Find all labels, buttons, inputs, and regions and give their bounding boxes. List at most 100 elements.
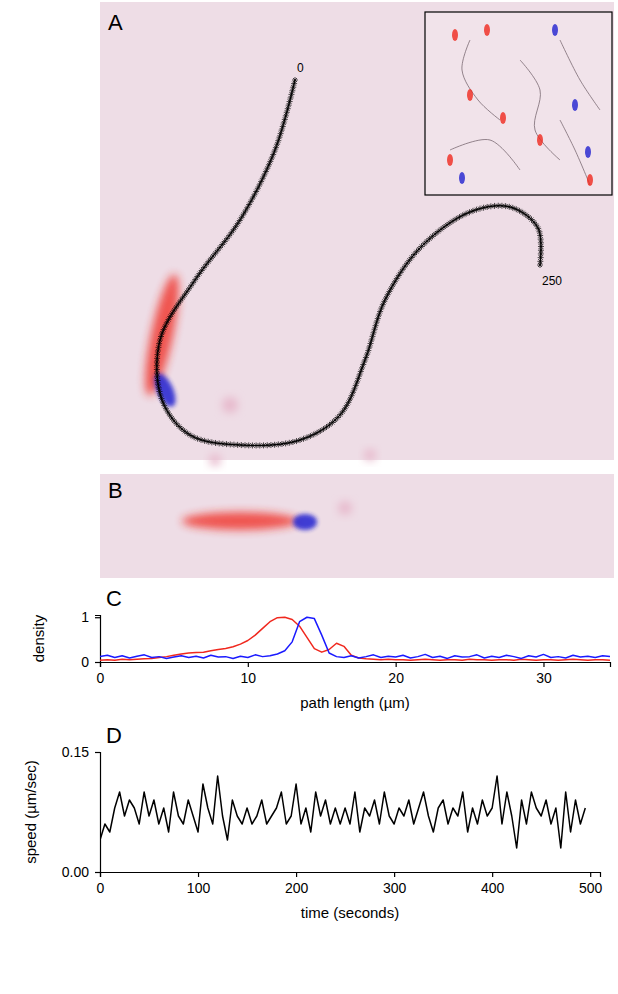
x-tick: 20	[388, 662, 404, 686]
panel-b: B	[100, 474, 614, 578]
y-tick: 1	[81, 609, 100, 625]
y-axis: 01	[81, 609, 100, 670]
chart-1: 0 100 200 300 400 500 0.00 0.15 time (seconds) sp…	[22, 723, 603, 921]
y-tick-mark	[95, 662, 100, 663]
inset-signal	[459, 172, 465, 184]
chart-0: 010203001path length (µm)densityC	[30, 586, 611, 711]
blue-signal	[150, 370, 180, 409]
x-tick-mark	[198, 872, 199, 877]
inset	[425, 12, 612, 195]
inset-track	[462, 40, 500, 120]
inset-signal	[484, 24, 490, 36]
y-tick-mark	[95, 617, 100, 618]
x-tick-mark	[296, 872, 297, 877]
x-axis: 0 100 200 300 400 500	[97, 872, 603, 896]
panel-letter: D	[106, 723, 122, 748]
y-axis-title: density	[30, 614, 47, 662]
x-tick-label: 30	[536, 670, 552, 686]
x-tick-label: 200	[285, 880, 309, 896]
x-axis-title: path length (µm)	[300, 694, 410, 711]
x-tick-mark	[492, 872, 493, 877]
x-axis-title: time (seconds)	[301, 904, 399, 921]
track-point	[188, 433, 194, 439]
inset-track	[520, 60, 560, 160]
y-axis-title: speed (µm/sec)	[22, 760, 39, 864]
x-tick-label: 0	[97, 670, 105, 686]
x-tick: 200	[285, 872, 309, 896]
x-tick-label: 300	[383, 880, 407, 896]
inset-signal	[587, 174, 593, 186]
inset-signal	[467, 89, 473, 101]
inset-signal	[572, 99, 578, 111]
panel-letter: B	[108, 478, 123, 503]
inset-track	[560, 40, 600, 110]
x-tick: 10	[241, 662, 257, 686]
faint-spot	[364, 449, 376, 461]
track-point	[251, 192, 257, 198]
image-background	[100, 2, 614, 460]
x-axis-line	[101, 663, 611, 668]
track-point	[537, 262, 543, 268]
faint-spot	[222, 397, 238, 413]
inset-signal	[552, 24, 558, 36]
inset-track	[450, 139, 520, 170]
y-tick: 0.15	[62, 744, 100, 760]
y-axis-line	[95, 753, 101, 873]
track-start-label: 0	[297, 61, 304, 75]
y-tick: 0.00	[62, 864, 100, 880]
panel-letter: C	[106, 586, 122, 611]
x-tick: 300	[383, 872, 407, 896]
x-tick-mark	[590, 872, 591, 877]
faint-spot	[209, 454, 221, 466]
x-tick: 30	[536, 662, 552, 686]
inset-signal	[447, 154, 453, 166]
data-line	[100, 617, 610, 658]
track-end-label: 250	[542, 274, 562, 288]
inset-signal	[537, 134, 543, 146]
x-axis: 0 10 20 30	[97, 662, 611, 686]
y-axis: 0.00 0.15	[62, 744, 101, 880]
y-tick-label: 0	[81, 654, 89, 670]
x-tick-mark	[396, 662, 397, 667]
x-tick-label: 10	[241, 670, 257, 686]
data-line	[100, 776, 585, 848]
y-tick-label: 1	[81, 609, 89, 625]
plot-area	[100, 617, 610, 660]
y-tick: 0	[81, 654, 100, 670]
figure: 0250AB010203001path length (µm)densityC0…	[0, 0, 618, 994]
inset-frame	[425, 12, 612, 195]
inset-signal	[585, 146, 591, 158]
panel-a: 0250A	[100, 2, 614, 466]
x-tick: 100	[187, 872, 211, 896]
y-axis-line	[95, 616, 101, 663]
x-tick-mark	[394, 872, 395, 877]
image-background	[100, 474, 614, 578]
x-tick: 0	[97, 872, 105, 896]
x-tick-label: 400	[481, 880, 505, 896]
x-tick-mark	[248, 662, 249, 667]
y-tick-label: 0.00	[62, 864, 89, 880]
y-tick-mark	[95, 872, 100, 873]
data-line	[100, 617, 610, 660]
x-tick-label: 0	[97, 880, 105, 896]
x-tick-mark	[543, 662, 544, 667]
track-point	[385, 292, 391, 298]
x-tick: 0	[97, 662, 105, 686]
y-tick-label: 0.15	[62, 744, 89, 760]
faint-spot	[338, 501, 352, 515]
plot-area	[100, 776, 585, 848]
x-tick-label: 500	[579, 880, 603, 896]
inset-signal	[452, 29, 458, 41]
blue-signal	[293, 514, 317, 530]
x-axis-line	[101, 873, 601, 878]
x-tick: 500	[579, 872, 603, 896]
inset-track	[560, 120, 590, 185]
red-signal	[182, 512, 298, 530]
track-point	[456, 214, 462, 220]
track-point	[253, 189, 259, 195]
inset-signal	[500, 112, 506, 124]
track-point	[255, 185, 261, 191]
x-tick-label: 20	[388, 670, 404, 686]
y-tick-mark	[95, 752, 100, 753]
x-tick: 400	[481, 872, 505, 896]
